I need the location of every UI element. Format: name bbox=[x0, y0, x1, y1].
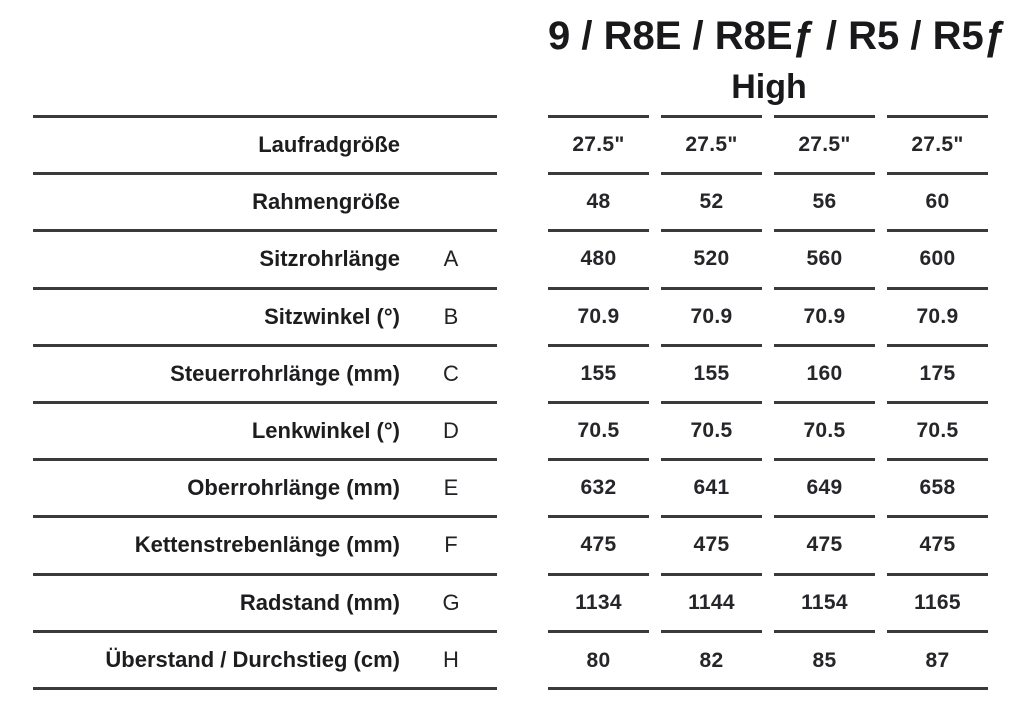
spec-value: 70.5 bbox=[774, 404, 875, 462]
spec-value: 641 bbox=[661, 461, 762, 519]
dimension-letter: F bbox=[444, 532, 458, 558]
spec-value: 52 bbox=[661, 175, 762, 233]
variant-subtitle: High bbox=[731, 68, 807, 106]
spec-value: 27.5" bbox=[887, 118, 988, 176]
data-column-1: 27.5" 48 480 70.9 155 70.5 632 475 1134 80 bbox=[548, 115, 649, 690]
table-row: Oberrohrlänge (mm) E bbox=[33, 461, 497, 519]
spec-value: 475 bbox=[774, 518, 875, 576]
dimension-letter: A bbox=[443, 246, 459, 272]
table-row: Überstand / Durchstieg (cm) H bbox=[33, 633, 497, 690]
spec-value: 70.5 bbox=[661, 404, 762, 462]
row-label: Überstand / Durchstieg (cm) bbox=[105, 646, 400, 672]
spec-value: 70.5 bbox=[887, 404, 988, 462]
spec-value: 70.9 bbox=[887, 290, 988, 347]
spec-value: 87 bbox=[925, 649, 950, 673]
spec-value: 155 bbox=[548, 347, 649, 404]
page-title: 9 / R8E / R8Eƒ / R5 / R5ƒ bbox=[548, 14, 1006, 58]
table-header: 9 / R8E / R8Eƒ / R5 / R5ƒ High bbox=[548, 10, 1006, 108]
spec-value: 80 bbox=[586, 649, 611, 673]
spec-value: 1134 bbox=[548, 576, 649, 633]
spec-value: 175 bbox=[887, 347, 988, 404]
spec-value: 1165 bbox=[887, 576, 988, 633]
spec-value: 600 bbox=[887, 232, 988, 290]
table-row: Laufradgröße bbox=[33, 118, 497, 176]
spec-value: 520 bbox=[661, 232, 762, 290]
spec-value: 475 bbox=[661, 518, 762, 576]
table-row: Sitzwinkel (°) B bbox=[33, 290, 497, 347]
spec-value: 475 bbox=[548, 518, 649, 576]
row-label: Laufradgröße bbox=[258, 132, 400, 158]
row-label: Steuerrohrlänge (mm) bbox=[170, 360, 400, 386]
dimension-letter: H bbox=[443, 646, 459, 672]
spec-value: 48 bbox=[548, 175, 649, 233]
data-column-2: 27.5" 52 520 70.9 155 70.5 641 475 1144 82 bbox=[661, 115, 762, 690]
data-column-3: 27.5" 56 560 70.9 160 70.5 649 475 1154 85 bbox=[774, 115, 875, 690]
spec-value: 27.5" bbox=[548, 118, 649, 176]
spec-value: 160 bbox=[774, 347, 875, 404]
spec-value: 70.9 bbox=[774, 290, 875, 347]
table-row: Steuerrohrlänge (mm) C bbox=[33, 347, 497, 404]
table-row: Lenkwinkel (°) D bbox=[33, 404, 497, 462]
label-column: Laufradgröße Rahmengröße Sitzrohrlänge A Sit… bbox=[33, 115, 497, 690]
spec-value: 27.5" bbox=[661, 118, 762, 176]
spec-value: 658 bbox=[887, 461, 988, 519]
row-label: Sitzwinkel (°) bbox=[264, 303, 400, 329]
dimension-letter: G bbox=[442, 589, 460, 615]
dimension-letter: E bbox=[443, 475, 459, 501]
spec-value: 1144 bbox=[661, 576, 762, 633]
row-label: Lenkwinkel (°) bbox=[251, 418, 400, 444]
spec-value: 70.9 bbox=[548, 290, 649, 347]
spec-value: 56 bbox=[774, 175, 875, 233]
spec-value: 1154 bbox=[774, 576, 875, 633]
table-row: Rahmengröße bbox=[33, 175, 497, 233]
spec-value: 60 bbox=[887, 175, 988, 233]
table-row: Kettenstrebenlänge (mm) F bbox=[33, 518, 497, 576]
dimension-letter: B bbox=[443, 303, 459, 329]
table-row: Sitzrohrlänge A bbox=[33, 232, 497, 290]
row-label: Oberrohrlänge (mm) bbox=[187, 475, 400, 501]
dimension-letter: D bbox=[443, 418, 459, 444]
row-label: Sitzrohrlänge bbox=[259, 246, 400, 272]
spec-value: 649 bbox=[774, 461, 875, 519]
spec-value: 70.9 bbox=[661, 290, 762, 347]
row-label: Kettenstrebenlänge (mm) bbox=[134, 532, 400, 558]
spec-value: 480 bbox=[548, 232, 649, 290]
spec-value: 70.5 bbox=[548, 404, 649, 462]
spec-value: 632 bbox=[548, 461, 649, 519]
table-bottom-rule bbox=[548, 687, 988, 691]
table-row: Radstand (mm) G bbox=[33, 576, 497, 633]
spec-value: 155 bbox=[661, 347, 762, 404]
row-label: Rahmengröße bbox=[252, 189, 400, 215]
dimension-letter: C bbox=[443, 360, 459, 386]
data-column-4: 27.5" 60 600 70.9 175 70.5 658 475 1165 87 bbox=[887, 115, 988, 690]
spec-value: 82 bbox=[699, 649, 724, 673]
spec-value: 85 bbox=[812, 649, 837, 673]
spec-value: 560 bbox=[774, 232, 875, 290]
row-label: Radstand (mm) bbox=[239, 589, 400, 615]
spec-value: 475 bbox=[887, 518, 988, 576]
spec-value: 27.5" bbox=[774, 118, 875, 176]
